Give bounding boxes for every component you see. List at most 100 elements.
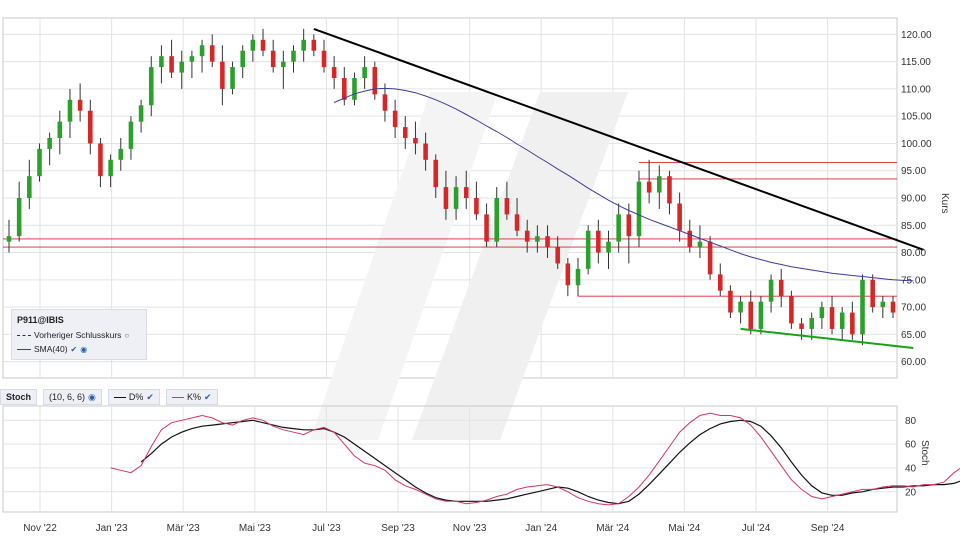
candle-body [555,247,560,264]
y-tick-label: 70.00 [901,303,926,314]
trendline-support [740,327,914,349]
candle-body [352,78,357,100]
candle-body [220,61,225,89]
candle-body [392,110,398,128]
x-tick-label: Sep '24 [811,523,845,534]
candle-body [88,110,93,144]
candle-body [575,268,581,286]
candle-body [402,127,408,138]
hide-icon[interactable]: ○ [124,331,130,340]
stoch-d-line [140,419,960,505]
candle-body [839,312,845,329]
candle-body [677,203,682,231]
candle-body [524,230,530,242]
watermark-logo [310,92,628,440]
candle-body [596,230,601,253]
stoch-tick-label: 80 [905,416,917,427]
stoch-name: Stoch [0,389,38,405]
candle-body [199,45,205,57]
candle-body [342,78,347,100]
candle-body [717,274,723,291]
stoch-y-axis: 20 40 60 80 [905,416,917,498]
candle-body [748,301,754,329]
candle-body [494,198,500,242]
x-tick-label: Mai '23 [239,523,271,534]
legend-sma-label: SMA(40) [34,344,68,354]
candle-body [372,67,378,95]
stoch-axis-label: Stoch [919,440,930,466]
candle-body [809,318,814,329]
stoch-k-label: K% [186,392,201,402]
check-icon[interactable]: ✔ [70,345,78,354]
sma-swatch-icon [17,349,31,351]
y-tick-label: 105.00 [901,112,932,123]
candle-body [463,187,469,198]
candle-body [778,279,784,297]
x-tick-label: Sep '23 [381,523,415,534]
check-icon[interactable]: ✔ [203,392,212,402]
candle-body [159,56,164,68]
candle-body [474,198,479,215]
candle-body [270,50,276,68]
candle-body [67,99,73,122]
settings-icon[interactable]: ◉ [80,345,88,354]
candle-body [291,50,296,62]
x-tick-label: Mai '24 [668,523,700,534]
stoch-tick-label: 60 [905,440,917,451]
candle-body [362,67,367,78]
candle-body [321,50,327,68]
candle-body [148,67,154,106]
x-tick-label: Jan '23 [96,523,128,534]
candle-body [16,198,22,237]
candle-body [98,143,103,177]
stoch-k-cell: K% ✔ [165,389,218,405]
candle-body [27,176,32,198]
sma-line [333,87,914,282]
settings-icon[interactable]: ◉ [88,392,96,402]
candle-body [118,148,124,160]
candle-body [657,176,662,193]
candle-body [606,241,611,253]
y-tick-label: 80.00 [901,248,926,259]
candle-body [209,45,215,62]
candle-body [57,121,63,138]
candle-body [108,159,113,177]
candle-body [443,187,449,209]
candle-body [667,176,672,204]
candle-body [829,307,835,329]
candle-body [6,236,12,242]
candle-body [565,263,571,286]
x-tick-label: Jul '23 [312,523,341,534]
candle-body [230,67,235,89]
check-icon[interactable]: ✔ [146,392,154,402]
candle-body [697,241,703,248]
candle-body [453,187,459,209]
y-tick-label: 85.00 [901,221,926,232]
candle-body [179,61,185,73]
k-swatch-icon [171,397,184,399]
candle-body [535,236,540,242]
candle-body [728,290,733,313]
candle-body [189,56,195,62]
d-swatch-icon [113,397,126,399]
y-tick-label: 120.00 [901,30,932,41]
candle-body [301,39,306,51]
candle-body [37,148,42,177]
candle-body [413,138,418,144]
x-tick-label: Nov '22 [23,523,57,534]
candle-body [585,230,591,269]
candle-body [260,39,266,51]
candle-body [819,307,825,318]
candle-body [738,301,743,313]
candle-body [789,296,794,324]
stoch-d-cell: D% ✔ [107,389,160,405]
candle-body [860,279,865,335]
candle-body [758,301,764,329]
candle-body [331,67,337,78]
main-y-axis: 60.00 65.00 70.00 75.00 80.00 85.00 90.00 95.00… [901,30,932,368]
dashed-line-icon [17,335,31,337]
x-tick-label: Mär '23 [167,523,200,534]
trendline-down [313,27,924,251]
legend-prev-close-label: Vorheriger Schlusskurs [34,330,122,340]
